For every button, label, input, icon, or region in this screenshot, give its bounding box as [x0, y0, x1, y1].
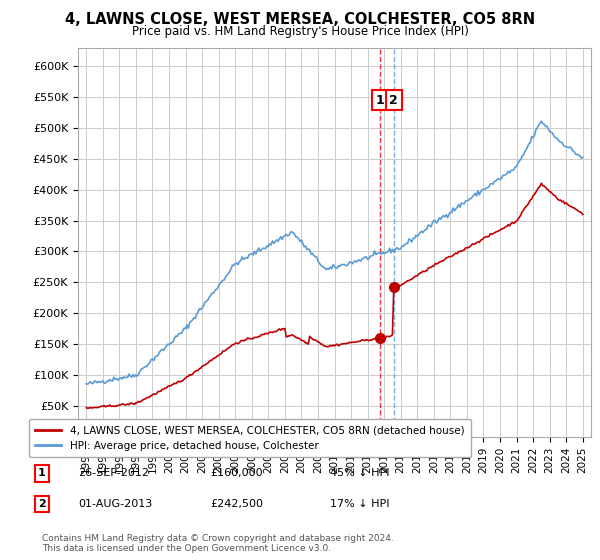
Text: 2: 2 [38, 499, 46, 509]
Text: 1: 1 [376, 94, 384, 106]
Text: 1: 1 [38, 468, 46, 478]
Legend: 4, LAWNS CLOSE, WEST MERSEA, COLCHESTER, CO5 8RN (detached house), HPI: Average : 4, LAWNS CLOSE, WEST MERSEA, COLCHESTER,… [29, 419, 471, 457]
Text: £160,000: £160,000 [210, 468, 263, 478]
Text: 17% ↓ HPI: 17% ↓ HPI [330, 499, 389, 509]
Text: 45% ↓ HPI: 45% ↓ HPI [330, 468, 389, 478]
Text: Contains HM Land Registry data © Crown copyright and database right 2024.
This d: Contains HM Land Registry data © Crown c… [42, 534, 394, 553]
Text: 2: 2 [389, 94, 398, 106]
Text: £242,500: £242,500 [210, 499, 263, 509]
Text: 26-SEP-2012: 26-SEP-2012 [78, 468, 149, 478]
Text: Price paid vs. HM Land Registry's House Price Index (HPI): Price paid vs. HM Land Registry's House … [131, 25, 469, 38]
Text: 01-AUG-2013: 01-AUG-2013 [78, 499, 152, 509]
Text: 4, LAWNS CLOSE, WEST MERSEA, COLCHESTER, CO5 8RN: 4, LAWNS CLOSE, WEST MERSEA, COLCHESTER,… [65, 12, 535, 27]
